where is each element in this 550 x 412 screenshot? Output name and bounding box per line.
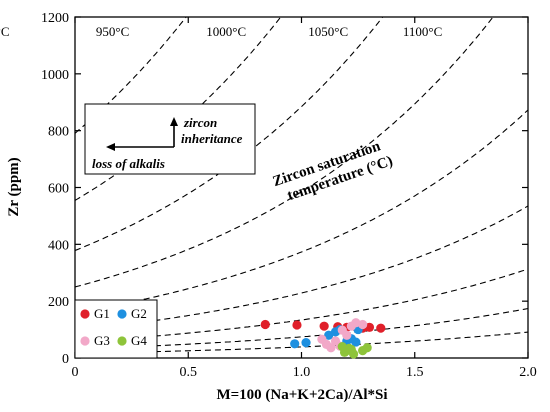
isotherm-labels: 1100°C1050°C1000°C950°C900°C850°C800°C75… bbox=[0, 24, 442, 39]
isotherm-curve bbox=[75, 17, 187, 134]
inheritance-arrow-head bbox=[170, 117, 178, 126]
data-point-g1 bbox=[292, 320, 302, 330]
legend-marker-g1 bbox=[80, 309, 90, 319]
isotherm-label: 1100°C bbox=[403, 24, 442, 39]
legend-marker-g4 bbox=[117, 336, 127, 346]
y-tick-label: 200 bbox=[48, 295, 69, 310]
data-point-g3 bbox=[358, 319, 368, 330]
legend: G1 G2 G3 G4 bbox=[74, 299, 158, 359]
alkali-loss-label: loss of alkalis bbox=[92, 156, 165, 171]
inheritance-label-line-1: zircon bbox=[183, 115, 217, 130]
legend-label-g3: G3 bbox=[94, 333, 110, 348]
isotherm-curve bbox=[75, 17, 384, 252]
data-point-g3 bbox=[337, 325, 347, 335]
annotation-frame bbox=[84, 103, 256, 175]
legend-label-g2: G2 bbox=[131, 306, 147, 321]
data-points bbox=[260, 318, 386, 359]
y-tick-label: 800 bbox=[48, 125, 69, 140]
isotherm-label: 950°C bbox=[96, 24, 129, 39]
data-point-g3 bbox=[326, 343, 336, 353]
y-tick-label: 400 bbox=[48, 238, 69, 253]
y-tick-label: 1000 bbox=[41, 68, 69, 83]
data-point-g2 bbox=[301, 338, 311, 348]
isotherm-curve bbox=[75, 109, 528, 314]
legend-marker-g2 bbox=[117, 309, 127, 319]
inheritance-label-line-2: inheritance bbox=[181, 131, 243, 146]
y-tick-label: 600 bbox=[48, 182, 69, 197]
trend-annotation-box: zircon inheritance loss of alkalis bbox=[84, 103, 256, 175]
x-tick-label: 1.5 bbox=[406, 365, 424, 380]
data-point-g2 bbox=[324, 330, 334, 340]
isotherm-label: 900°C bbox=[0, 24, 10, 39]
data-point-g2 bbox=[351, 337, 361, 347]
data-point-g1 bbox=[260, 319, 270, 330]
data-point-g1 bbox=[376, 323, 386, 333]
axis-ticks: 0 0.5 1.0 1.5 2.0 0 200 400 600 800 1000 1200 bbox=[41, 11, 537, 380]
isotherm-label: 1000°C bbox=[206, 24, 246, 39]
y-axis-title: Zr (ppm) bbox=[6, 157, 22, 216]
y-tick-label: 1200 bbox=[41, 11, 69, 26]
legend-frame bbox=[74, 299, 158, 359]
data-point-g2 bbox=[290, 339, 300, 349]
isotherm-curve bbox=[75, 17, 494, 288]
x-tick-label: 0.5 bbox=[180, 365, 198, 380]
data-point-g4 bbox=[348, 349, 359, 359]
legend-marker-g3 bbox=[80, 336, 90, 346]
data-point-g1 bbox=[319, 321, 329, 331]
data-point-g4 bbox=[362, 343, 372, 353]
legend-label-g1: G1 bbox=[94, 306, 110, 321]
data-point-g4 bbox=[337, 342, 347, 352]
x-tick-label: 2.0 bbox=[519, 365, 537, 380]
x-axis-title: M=100 (Na+K+2Ca)/Al*Si bbox=[216, 387, 387, 403]
legend-items: G1 G2 G3 G4 bbox=[80, 306, 147, 348]
x-tick-label: 1.0 bbox=[293, 365, 311, 380]
y-tick-label: 0 bbox=[62, 352, 69, 367]
legend-label-g4: G4 bbox=[131, 333, 147, 348]
alkali-arrow-head bbox=[106, 143, 115, 151]
isotherm-label: 1050°C bbox=[308, 24, 348, 39]
x-tick-label: 0 bbox=[72, 365, 79, 380]
